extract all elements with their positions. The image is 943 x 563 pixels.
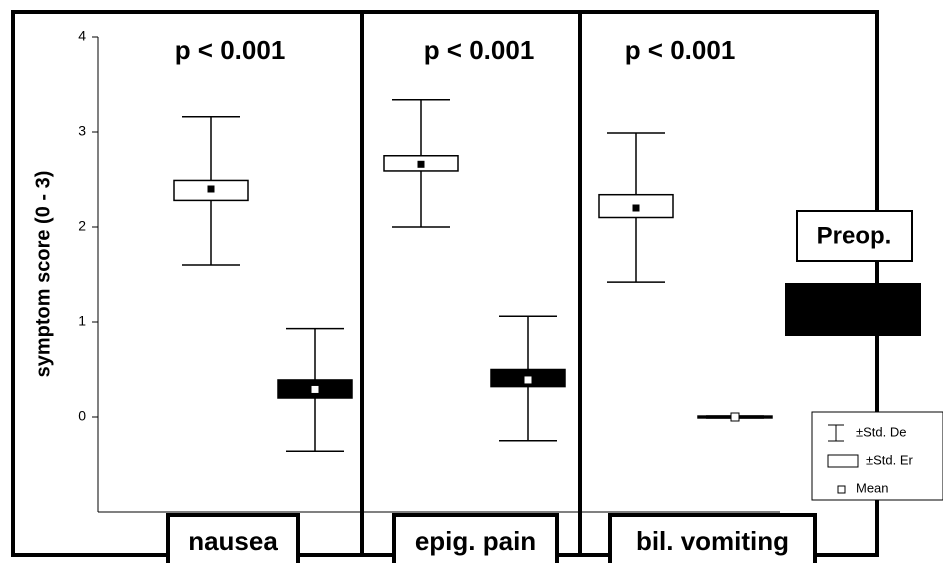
- category-box: [166, 513, 300, 563]
- y-tick-label: 4: [78, 28, 86, 44]
- mean-marker: [631, 203, 641, 213]
- y-tick-label: 2: [78, 218, 86, 234]
- mean-marker: [416, 159, 426, 169]
- y-tick-label: 3: [78, 123, 86, 139]
- mean-marker: [310, 384, 320, 394]
- legend-box: [785, 283, 921, 336]
- category-box: [608, 513, 817, 563]
- x-tick-label: bil. vomiting: [636, 526, 789, 556]
- x-tick-label: epig. pain: [415, 526, 536, 556]
- annotation: p < 0.001: [625, 35, 736, 65]
- frame: [11, 10, 879, 557]
- mean-marker: [523, 375, 533, 385]
- y-tick-label: 0: [78, 408, 86, 424]
- key-icon: [827, 454, 859, 468]
- legend-box: [796, 210, 913, 262]
- annotation: p < 0.001: [424, 35, 535, 65]
- x-tick-label: nausea: [188, 526, 278, 556]
- y-tick-label: 1: [78, 313, 86, 329]
- category-box: [392, 513, 559, 563]
- y-axis-label: symptom score (0 - 3): [32, 171, 54, 378]
- legend-label: Preop.: [817, 222, 892, 249]
- key-icon: [837, 485, 846, 494]
- annotation: p < 0.001: [175, 35, 286, 65]
- key-legend-label: ±Std. Er: [866, 452, 914, 467]
- mean-marker: [730, 412, 740, 422]
- mean-marker: [206, 184, 216, 194]
- key-legend-label: Mean: [856, 480, 889, 495]
- key-legend-label: ±Std. De: [856, 424, 907, 439]
- legend-label: Postop.: [809, 295, 897, 322]
